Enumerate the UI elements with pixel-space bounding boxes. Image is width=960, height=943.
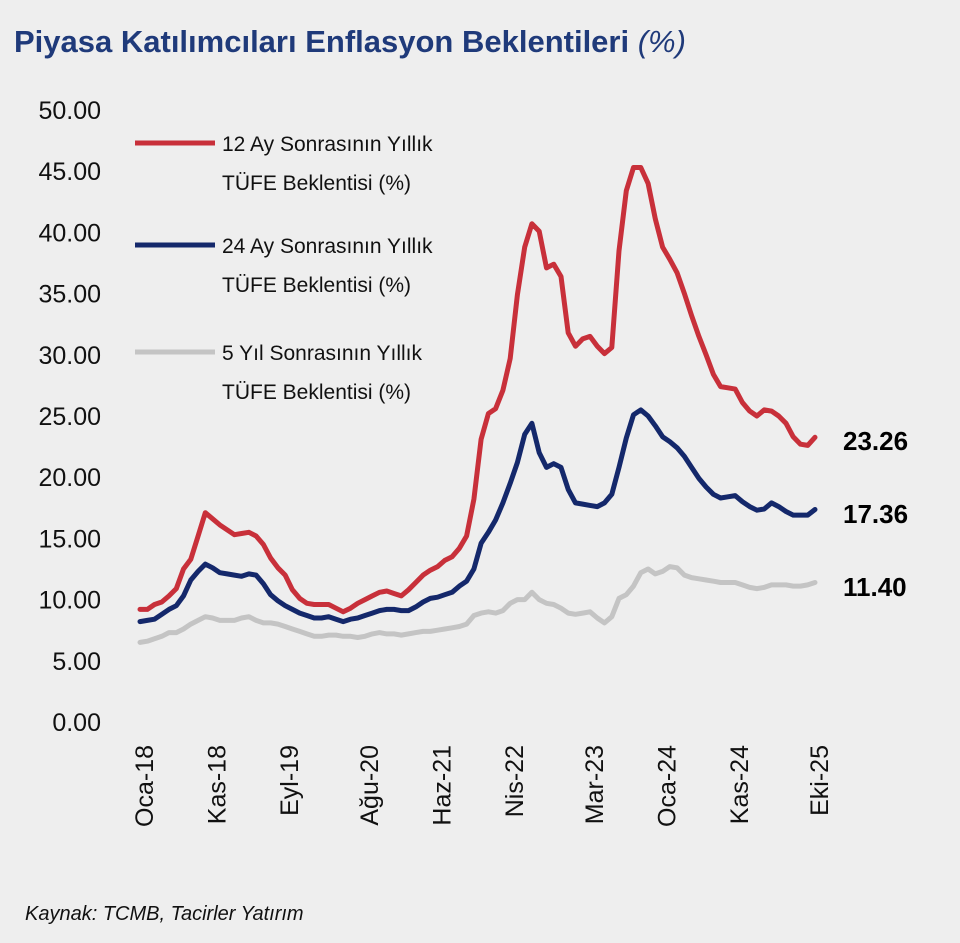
y-tick-label: 40.00: [38, 219, 101, 247]
x-tick-label: Eki-25: [806, 745, 834, 816]
x-tick-label: Oca-24: [654, 745, 682, 827]
y-tick-label: 5.00: [52, 648, 101, 676]
y-tick-label: 30.00: [38, 342, 101, 370]
series-line-1: [137, 407, 818, 625]
legend-label-line1: 12 Ay Sonrasının Yıllık: [222, 133, 433, 156]
legend-label-line1: 5 Yıl Sonrasının Yıllık: [222, 342, 423, 365]
chart-title: Piyasa Katılımcıları Enflasyon Beklentil…: [14, 24, 686, 59]
x-tick-label: Kas-24: [726, 745, 754, 824]
series-lines: [137, 165, 818, 645]
legend-label-line1: 24 Ay Sonrasının Yıllık: [222, 235, 433, 258]
x-tick-label: Kas-18: [204, 745, 232, 824]
series-line-2: [137, 564, 818, 645]
source-note: Kaynak: TCMB, Tacirler Yatırım: [25, 903, 304, 925]
legend-label-line2: TÜFE Beklentisi (%): [222, 274, 411, 297]
y-tick-label: 45.00: [38, 158, 101, 186]
y-tick-label: 20.00: [38, 464, 101, 492]
x-tick-label: Oca-18: [131, 745, 159, 827]
x-axis: Oca-18 Kas-18 Eyl-19 Ağu-20 Haz-21 Nis-22 Mar-…: [131, 745, 834, 827]
y-tick-label: 10.00: [38, 587, 101, 615]
x-tick-label: Haz-21: [429, 745, 457, 826]
end-value-label: 23.26: [843, 426, 908, 456]
legend: 12 Ay Sonrasının Yıllık TÜFE Beklentisi (…: [135, 133, 433, 404]
x-tick-label: Ağu-20: [356, 745, 384, 826]
y-tick-label: 35.00: [38, 281, 101, 309]
legend-label-line2: TÜFE Beklentisi (%): [222, 381, 411, 404]
end-value-label: 11.40: [843, 572, 907, 602]
legend-label-line2: TÜFE Beklentisi (%): [222, 172, 411, 195]
y-tick-label: 25.00: [38, 403, 101, 431]
y-axis: 0.00 5.00 10.00 15.00 20.00 25.00 30.00 35.00 40…: [38, 97, 101, 737]
end-value-labels: 23.26 17.36 11.40: [843, 426, 908, 602]
x-tick-label: Eyl-19: [276, 745, 304, 816]
y-tick-label: 50.00: [38, 97, 101, 125]
x-tick-label: Mar-23: [581, 745, 609, 824]
x-tick-label: Nis-22: [501, 745, 529, 817]
y-tick-label: 0.00: [52, 709, 101, 737]
end-value-label: 17.36: [843, 499, 908, 529]
y-tick-label: 15.00: [38, 525, 101, 553]
series-line-0: [137, 165, 818, 615]
chart-title-unit: (%): [638, 24, 686, 59]
